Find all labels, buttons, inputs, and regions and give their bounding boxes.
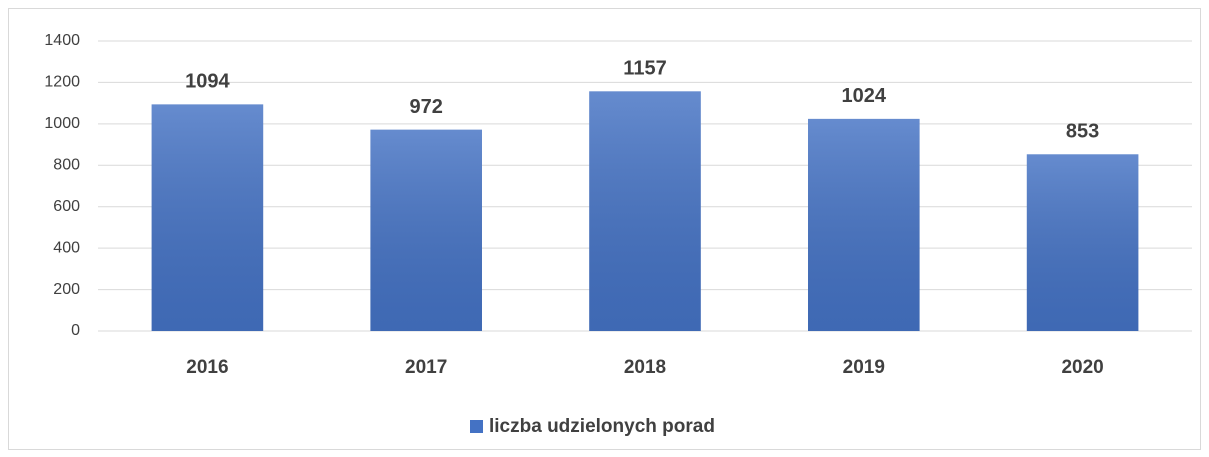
y-tick-label: 1400 [44, 32, 80, 49]
data-label: 1024 [842, 85, 887, 107]
bar [370, 129, 482, 331]
y-tick-label: 1200 [44, 74, 80, 91]
legend-label: liczba udzielonych porad [489, 416, 715, 437]
bar [589, 91, 701, 331]
legend-swatch [470, 420, 483, 433]
x-tick-label: 2020 [1061, 357, 1103, 378]
y-tick-label: 1000 [44, 115, 80, 132]
y-tick-label: 0 [71, 322, 80, 339]
bar [151, 104, 264, 331]
data-label: 972 [410, 96, 443, 118]
y-tick-label: 400 [53, 239, 80, 256]
x-tick-label: 2016 [186, 357, 228, 378]
data-label: 853 [1066, 121, 1099, 143]
bar [1026, 154, 1139, 331]
x-tick-label: 2019 [843, 357, 885, 378]
y-tick-label: 200 [53, 281, 80, 298]
y-tick-label: 600 [53, 198, 80, 215]
y-tick-label: 800 [53, 157, 80, 174]
bar [808, 118, 920, 331]
data-label: 1094 [185, 71, 230, 93]
data-label: 1157 [623, 58, 666, 80]
x-tick-label: 2018 [624, 357, 666, 378]
x-tick-label: 2017 [405, 357, 447, 378]
